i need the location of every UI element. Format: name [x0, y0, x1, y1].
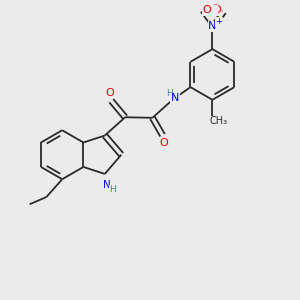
Text: N: N [208, 21, 217, 31]
Text: +: + [215, 17, 222, 26]
Text: ⁻: ⁻ [212, 2, 217, 12]
Text: O: O [203, 5, 212, 15]
Text: N: N [103, 180, 111, 190]
Text: O: O [160, 138, 168, 148]
Text: O: O [212, 5, 221, 15]
Text: N: N [171, 93, 179, 103]
Text: CH₃: CH₃ [210, 116, 228, 126]
Text: O: O [105, 88, 114, 98]
Text: H: H [110, 185, 116, 194]
Text: H: H [166, 89, 173, 98]
